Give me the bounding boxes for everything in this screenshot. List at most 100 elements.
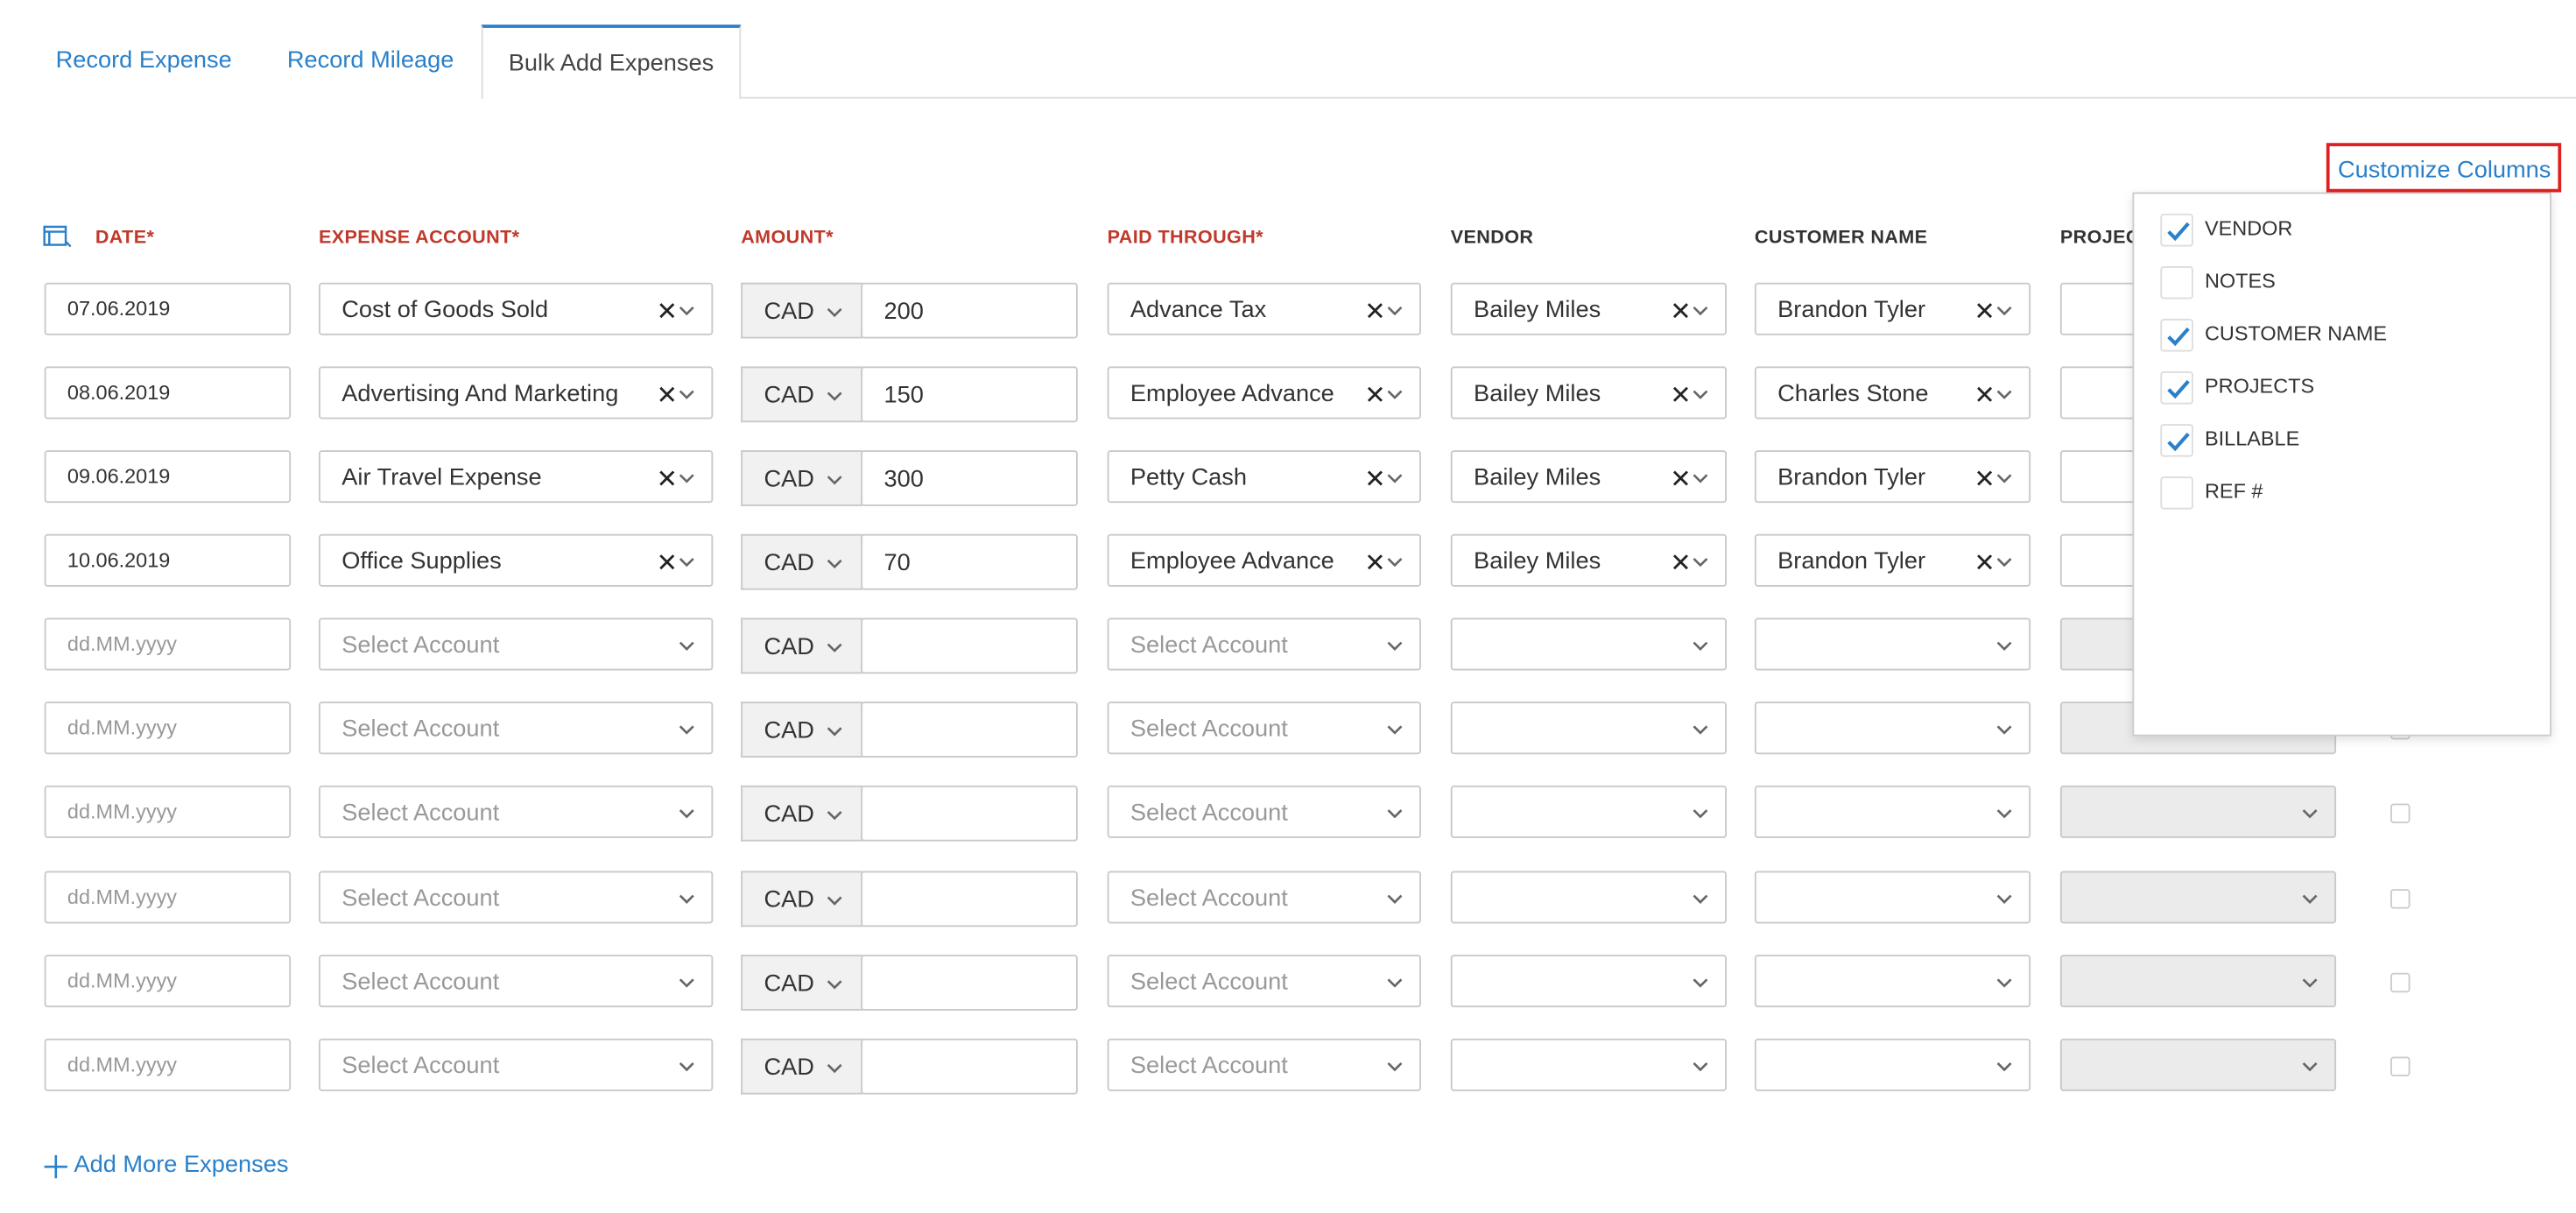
- amount-input[interactable]: [861, 617, 1078, 674]
- vendor-select[interactable]: [1450, 785, 1727, 838]
- date-input[interactable]: 07.06.2019: [44, 282, 292, 335]
- currency-select[interactable]: CAD: [741, 1038, 863, 1095]
- vendor-select[interactable]: [1450, 1038, 1727, 1091]
- customer-select[interactable]: [1754, 955, 2031, 1008]
- chevron-down: [1387, 1062, 1403, 1072]
- amount-input[interactable]: 70: [861, 533, 1078, 590]
- account-select[interactable]: Select Account: [319, 955, 714, 1008]
- account-select[interactable]: Select Account: [319, 617, 714, 671]
- vendor-select[interactable]: [1450, 955, 1727, 1008]
- amount-input[interactable]: [861, 1038, 1078, 1095]
- project-select[interactable]: [2059, 955, 2337, 1008]
- currency-select[interactable]: CAD: [741, 955, 863, 1011]
- amount-input[interactable]: 150: [861, 366, 1078, 423]
- customer-select[interactable]: [1754, 702, 2031, 755]
- account-select[interactable]: Select Account: [319, 1038, 714, 1091]
- tab[interactable]: Bulk Add Expenses: [481, 25, 742, 99]
- amount-input[interactable]: 300: [861, 450, 1078, 506]
- paid-through-select[interactable]: Advance Tax: [1107, 282, 1421, 335]
- vendor-select[interactable]: [1450, 871, 1727, 924]
- menu-item[interactable]: VENDOR: [2134, 207, 2550, 253]
- vendor-select[interactable]: [1450, 617, 1727, 671]
- chevron-down: [679, 725, 694, 735]
- customer-select[interactable]: [1754, 1038, 2031, 1091]
- amount-input[interactable]: [861, 955, 1078, 1011]
- field-text: 300: [883, 466, 924, 493]
- customer-select[interactable]: Brandon Tyler: [1754, 450, 2031, 504]
- vendor-select[interactable]: Bailey Miles: [1450, 366, 1727, 420]
- customer-select[interactable]: Charles Stone: [1754, 366, 2031, 420]
- menu-checkbox[interactable]: [2160, 424, 2193, 457]
- currency-select[interactable]: CAD: [741, 282, 863, 339]
- paid-through-select[interactable]: Petty Cash: [1107, 450, 1421, 504]
- paid-through-select[interactable]: Select Account: [1107, 871, 1421, 924]
- currency-select[interactable]: CAD: [741, 533, 863, 590]
- paid-through-select[interactable]: Select Account: [1107, 1038, 1421, 1091]
- paid-through-select[interactable]: Select Account: [1107, 955, 1421, 1008]
- vendor-select[interactable]: Bailey Miles: [1450, 533, 1727, 587]
- menu-checkbox[interactable]: [2160, 319, 2193, 352]
- currency-select[interactable]: CAD: [741, 702, 863, 758]
- menu-checkbox[interactable]: [2160, 265, 2193, 300]
- currency-select[interactable]: CAD: [741, 366, 863, 423]
- date-input[interactable]: dd.MM.yyyy: [44, 1038, 292, 1091]
- project-select[interactable]: [2059, 785, 2337, 838]
- project-select[interactable]: [2059, 871, 2337, 924]
- date-input[interactable]: 10.06.2019: [44, 533, 292, 587]
- date-input[interactable]: 08.06.2019: [44, 366, 292, 420]
- vendor-select[interactable]: Bailey Miles: [1450, 450, 1727, 504]
- account-select[interactable]: Select Account: [319, 871, 714, 924]
- amount-input[interactable]: [861, 871, 1078, 927]
- account-select[interactable]: Cost of Goods Sold: [319, 282, 714, 335]
- tab[interactable]: Record Mileage: [259, 25, 482, 99]
- customer-select[interactable]: [1754, 617, 2031, 671]
- vendor-select[interactable]: [1450, 702, 1727, 755]
- paid-through-select[interactable]: Select Account: [1107, 617, 1421, 671]
- amount-input[interactable]: 200: [861, 282, 1078, 339]
- customer-select[interactable]: [1754, 871, 2031, 924]
- menu-checkbox[interactable]: [2160, 371, 2193, 405]
- account-select[interactable]: Advertising And Marketing: [319, 366, 714, 420]
- menu-item[interactable]: BILLABLE: [2134, 418, 2550, 464]
- date-input[interactable]: dd.MM.yyyy: [44, 955, 292, 1008]
- amount-input[interactable]: [861, 702, 1078, 758]
- date-input[interactable]: dd.MM.yyyy: [44, 871, 292, 924]
- account-select[interactable]: Office Supplies: [319, 533, 714, 587]
- project-select[interactable]: [2059, 1038, 2337, 1091]
- amount-input[interactable]: [861, 785, 1078, 842]
- currency-select[interactable]: CAD: [741, 617, 863, 674]
- account-select[interactable]: Select Account: [319, 785, 714, 838]
- date-input[interactable]: 09.06.2019: [44, 450, 292, 504]
- billable-checkbox[interactable]: [2390, 1056, 2411, 1076]
- paid-through-select[interactable]: Select Account: [1107, 785, 1421, 838]
- paid-through-select[interactable]: Select Account: [1107, 702, 1421, 755]
- billable-checkbox[interactable]: [2390, 889, 2411, 909]
- chevron-down: [1693, 306, 1708, 316]
- date-input[interactable]: dd.MM.yyyy: [44, 702, 292, 755]
- tab[interactable]: Record Expense: [0, 25, 288, 99]
- account-select[interactable]: Select Account: [319, 702, 714, 755]
- menu-item[interactable]: PROJECTS: [2134, 365, 2550, 412]
- date-input[interactable]: dd.MM.yyyy: [44, 785, 292, 838]
- customer-select[interactable]: Brandon Tyler: [1754, 533, 2031, 587]
- paid-through-select[interactable]: Employee Advance: [1107, 366, 1421, 420]
- date-input[interactable]: dd.MM.yyyy: [44, 617, 292, 671]
- field-text: Select Account: [1130, 716, 1288, 744]
- currency-select[interactable]: CAD: [741, 450, 863, 506]
- menu-item[interactable]: NOTES: [2134, 259, 2550, 306]
- currency-select[interactable]: CAD: [741, 785, 863, 842]
- menu-item[interactable]: REF #: [2134, 470, 2550, 517]
- customer-select[interactable]: Brandon Tyler: [1754, 282, 2031, 335]
- vendor-select[interactable]: Bailey Miles: [1450, 282, 1727, 335]
- billable-checkbox[interactable]: [2390, 803, 2411, 824]
- paid-through-select[interactable]: Employee Advance: [1107, 533, 1421, 587]
- customize-columns-link[interactable]: Customize Columns: [2326, 143, 2562, 193]
- account-select[interactable]: Air Travel Expense: [319, 450, 714, 504]
- add-more-link[interactable]: Add More Expenses: [43, 1150, 306, 1183]
- menu-checkbox[interactable]: [2160, 476, 2193, 510]
- customer-select[interactable]: [1754, 785, 2031, 838]
- menu-item[interactable]: CUSTOMER NAME: [2134, 312, 2550, 358]
- menu-checkbox[interactable]: [2160, 213, 2193, 247]
- currency-select[interactable]: CAD: [741, 871, 863, 927]
- billable-checkbox[interactable]: [2390, 972, 2411, 993]
